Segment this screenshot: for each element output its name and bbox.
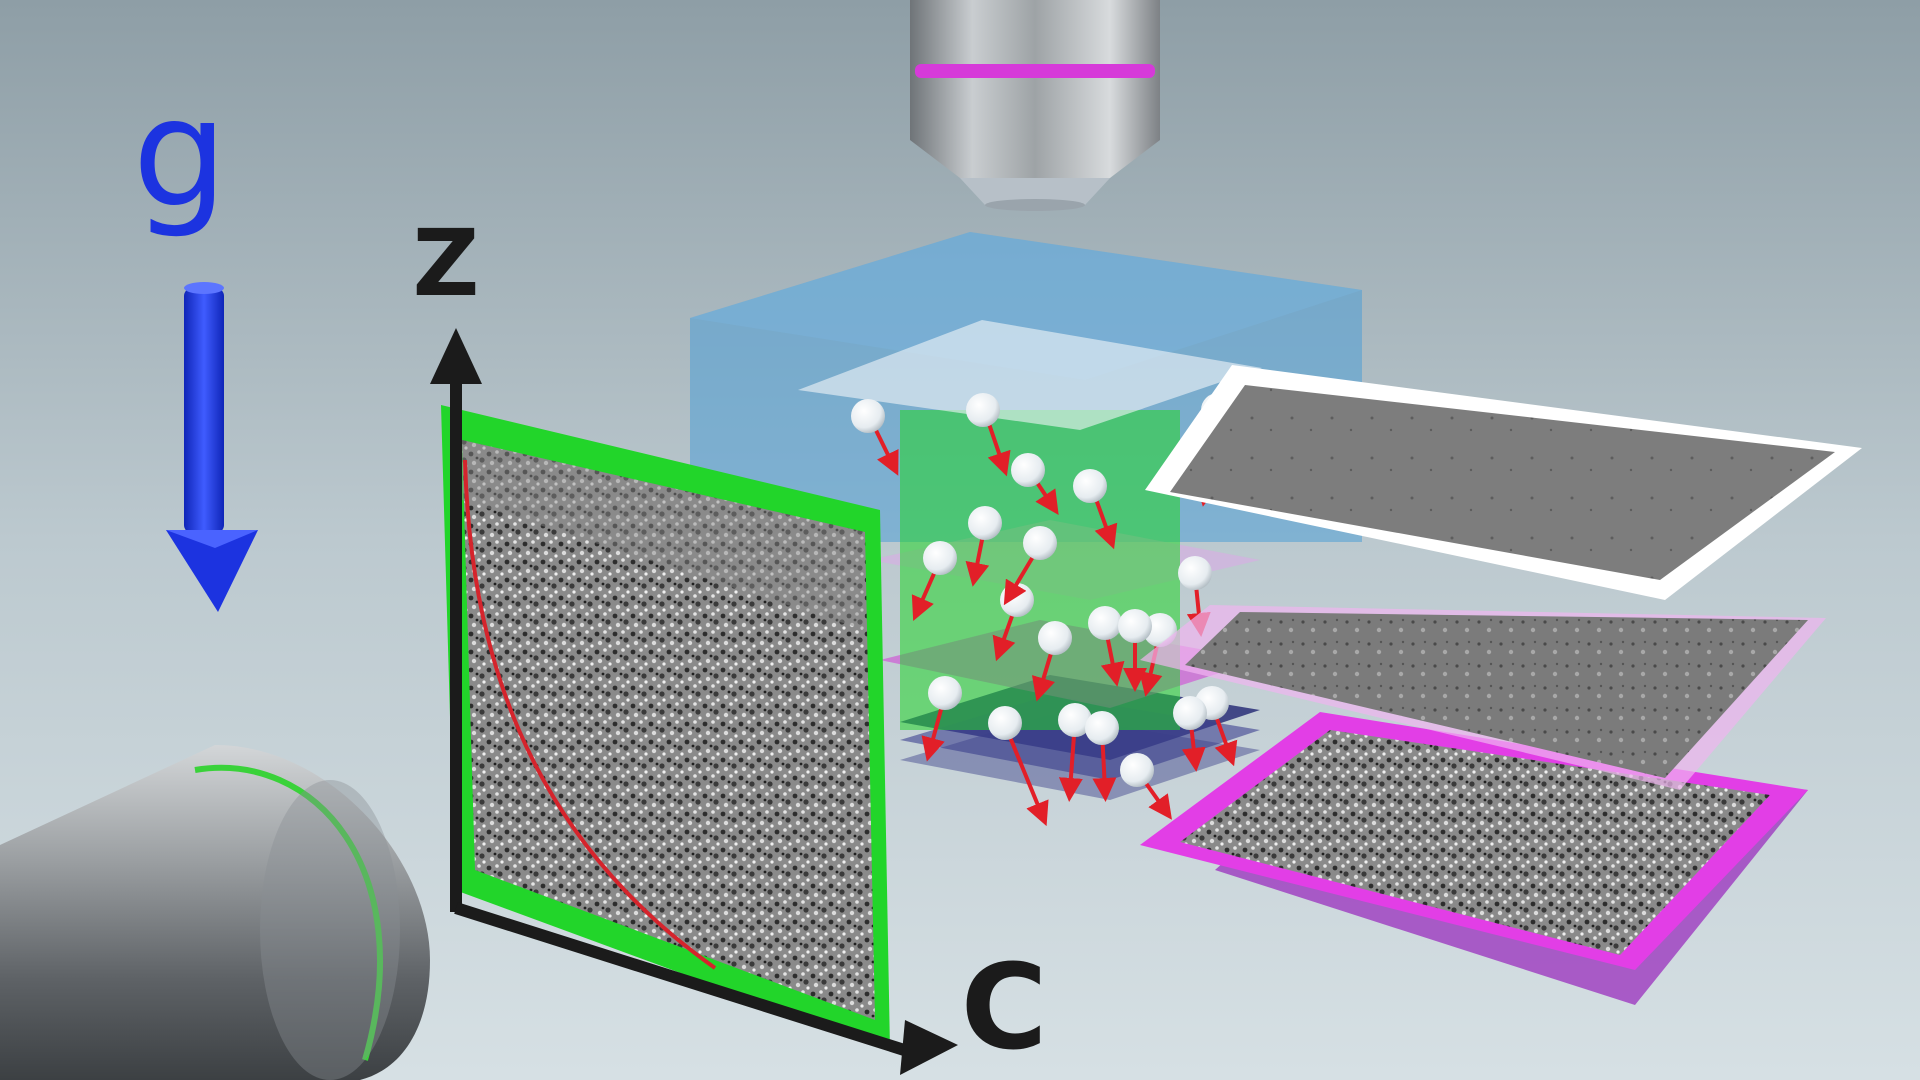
- c-axis-arrowhead: [900, 1020, 958, 1075]
- particle: [1118, 609, 1152, 692]
- particle: [1011, 453, 1059, 515]
- side-panel: [441, 405, 890, 1050]
- particle: [1031, 621, 1072, 702]
- particle: [1073, 469, 1118, 550]
- particle: [1088, 606, 1125, 687]
- particle: [965, 506, 1002, 587]
- z-axis-label: Z: [413, 210, 480, 317]
- axes: Z C: [413, 210, 1048, 1076]
- particle: [1058, 703, 1092, 802]
- concentration-profile-curve: [463, 459, 717, 970]
- particle: [851, 399, 899, 476]
- gravity-label: g: [132, 67, 227, 241]
- z-axis-arrowhead: [430, 328, 482, 384]
- particle: [911, 541, 957, 621]
- top-slice-in-cell: [798, 320, 1262, 430]
- particle: [966, 393, 1011, 477]
- particle: [1003, 526, 1057, 606]
- c-axis-label: C: [961, 938, 1048, 1076]
- particle: [921, 676, 962, 762]
- gravity-indicator: g: [132, 67, 258, 612]
- particle: [1173, 696, 1207, 772]
- particle: [1085, 711, 1119, 802]
- side-objective-icon: [0, 745, 430, 1080]
- particle: [1120, 753, 1172, 820]
- layer-top: [1145, 365, 1862, 600]
- gravity-arrow-icon: [166, 282, 258, 612]
- layer-middle: [1140, 605, 1826, 790]
- top-objective-icon: [910, 0, 1160, 211]
- particle: [988, 706, 1049, 827]
- c-axis: [454, 902, 922, 1061]
